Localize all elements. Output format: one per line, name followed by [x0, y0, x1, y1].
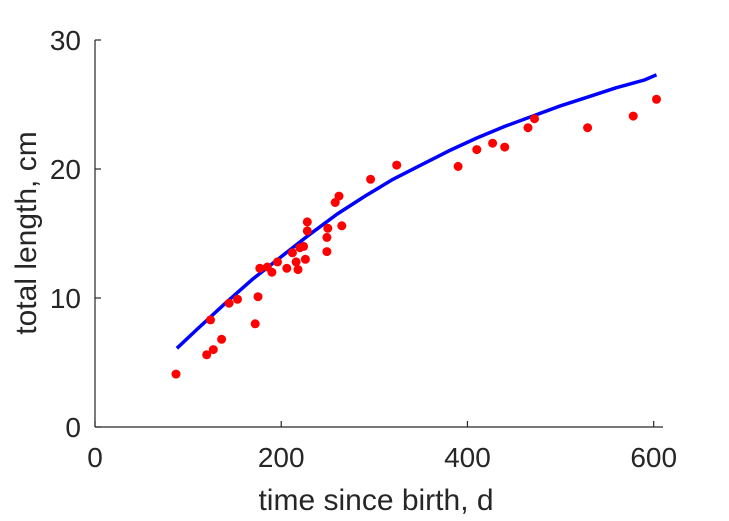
data-point [322, 247, 332, 257]
y-tick-label: 0 [65, 412, 81, 443]
data-point [171, 369, 181, 379]
data-point [392, 160, 402, 170]
data-point [334, 191, 344, 201]
data-point [453, 161, 463, 171]
data-point [523, 123, 533, 133]
x-tick-label: 600 [630, 442, 677, 473]
data-point [291, 257, 301, 267]
data-point [224, 298, 234, 308]
data-point [323, 223, 333, 233]
data-point [583, 123, 593, 133]
data-point [273, 257, 282, 267]
data-point [202, 350, 212, 360]
data-point [628, 111, 638, 121]
y-axis-label: total length, cm [10, 131, 43, 334]
data-point [217, 334, 227, 344]
data-point [267, 267, 277, 277]
x-tick-label: 0 [87, 442, 103, 473]
data-point [255, 263, 265, 273]
data-point [322, 232, 332, 242]
data-point [302, 217, 312, 227]
data-point [282, 263, 292, 273]
data-point [250, 319, 260, 329]
axis-ticks: 0 200 400 600 0 10 20 30 [50, 25, 677, 473]
data-point [530, 114, 539, 124]
data-point [299, 241, 309, 251]
data-point [488, 138, 498, 148]
data-point [233, 294, 242, 304]
data-point [337, 221, 347, 231]
x-axis-label: time since birth, d [258, 484, 493, 517]
plot-area [171, 73, 661, 379]
fit-curve [175, 73, 658, 350]
data-point [300, 254, 310, 264]
data-point [206, 315, 215, 325]
y-tick-label: 30 [50, 25, 81, 56]
data-point [500, 142, 510, 152]
data-point [293, 265, 303, 275]
data-point [366, 174, 376, 184]
y-tick-label: 20 [50, 154, 81, 185]
data-point [287, 248, 297, 258]
data-point [208, 345, 218, 355]
y-tick-label: 10 [50, 283, 81, 314]
data-point [253, 292, 263, 302]
x-tick-label: 400 [444, 442, 491, 473]
data-point [302, 226, 312, 236]
data-point [472, 145, 482, 155]
x-tick-label: 200 [258, 442, 305, 473]
data-point [652, 94, 661, 104]
